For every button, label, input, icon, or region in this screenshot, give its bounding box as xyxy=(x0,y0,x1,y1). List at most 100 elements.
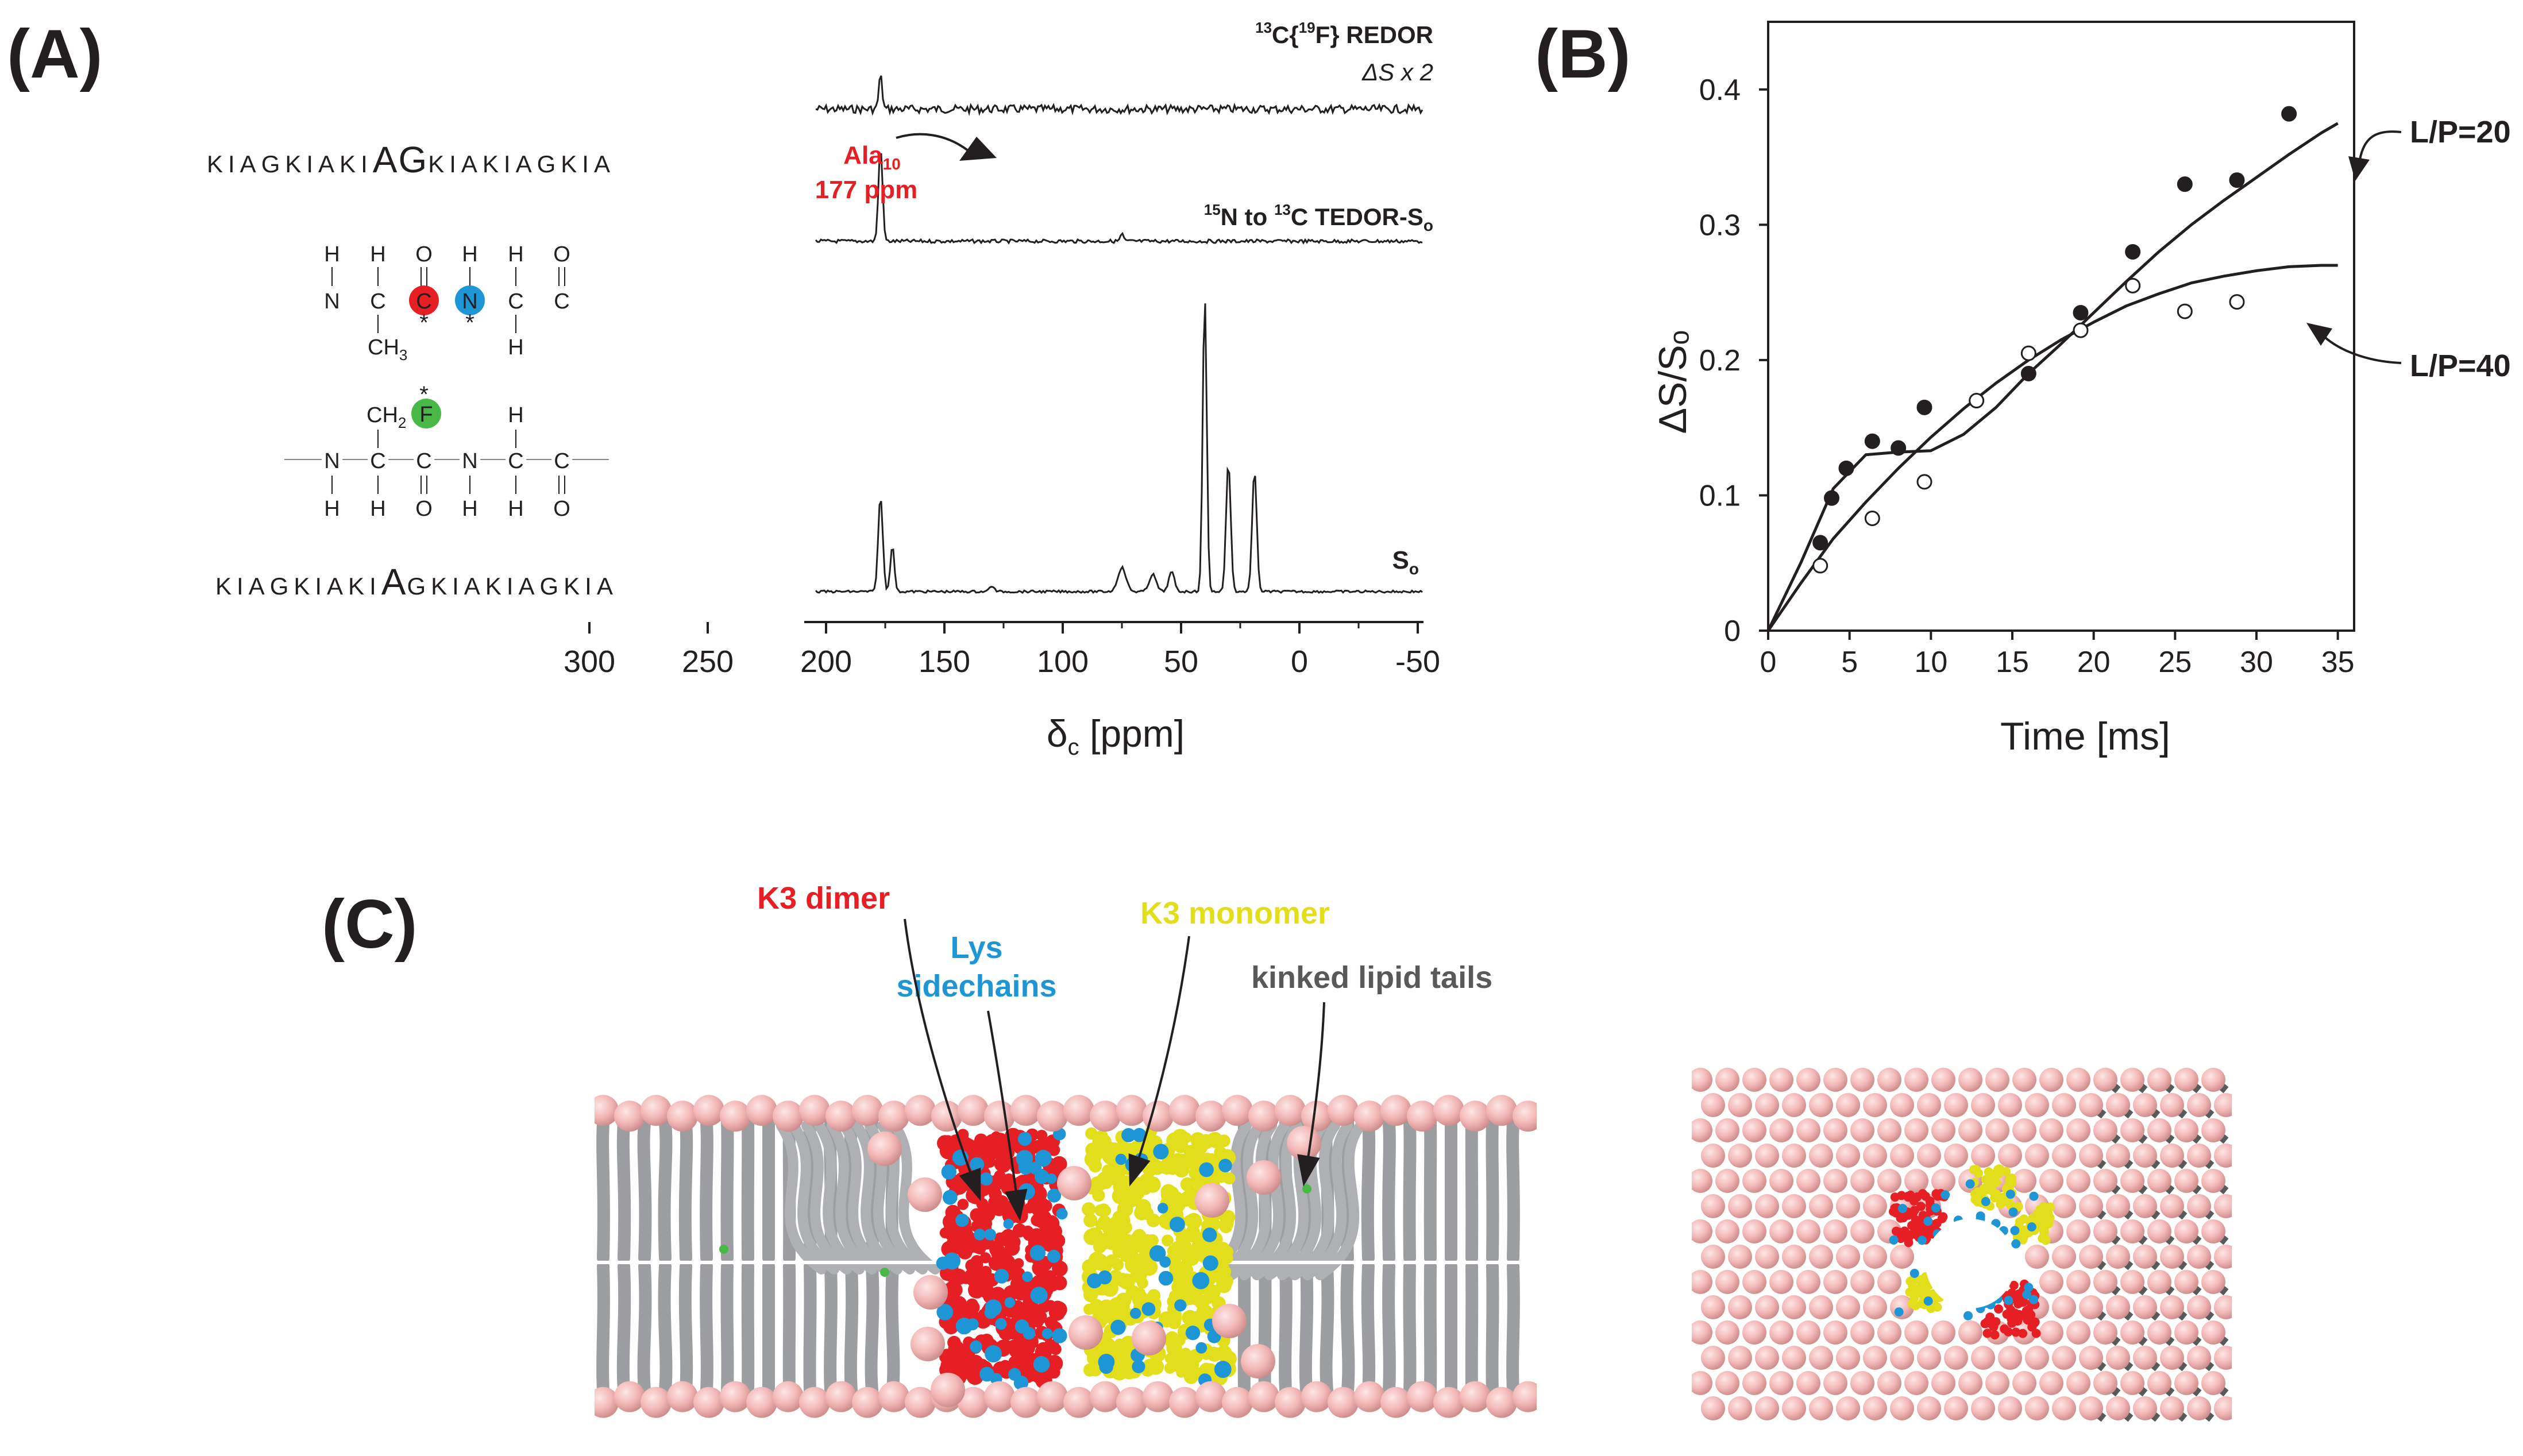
atom-label: H xyxy=(370,497,385,521)
lipid-headgroup xyxy=(2133,1194,2157,1218)
lipid-tail xyxy=(865,1260,879,1396)
k3-monomer-atom xyxy=(2015,1217,2024,1227)
k3-monomer-atom xyxy=(2039,1233,2049,1242)
lipid-headgroup xyxy=(1692,1068,1712,1092)
k3-monomer-atom xyxy=(1112,1188,1128,1204)
lipid-headgroup xyxy=(2106,1346,2130,1370)
lipid-headgroup xyxy=(1931,1068,1955,1092)
chemical-structure: H H O H H ON C C N C C* *CH3 H*CH2 F HN C C N C CH H O H H O xyxy=(284,242,609,521)
data-point-lp40 xyxy=(2020,345,2036,361)
lipid-headgroup xyxy=(2106,1396,2130,1420)
fluorine-label-dot xyxy=(1302,1184,1311,1194)
lipid-headgroup xyxy=(1850,1371,1874,1395)
k3-dimer-atom xyxy=(1994,1304,2004,1314)
lipid-headgroup xyxy=(1944,1144,1968,1168)
lipid-headgroup xyxy=(1769,1169,1793,1193)
k3-dimer-atom xyxy=(1908,1208,1918,1218)
data-point-lp40 xyxy=(2229,294,2245,310)
lys-sidechain-atom xyxy=(2004,1296,2013,1306)
lys-sidechain-atom xyxy=(1047,1249,1060,1263)
k3-dimer-atom xyxy=(994,1249,1012,1266)
kinked-lipid-tail xyxy=(1302,1121,1353,1280)
x-tick-label: 35 xyxy=(2321,646,2355,679)
lipid-headgroup xyxy=(2025,1346,2049,1370)
so-label: So xyxy=(1392,546,1419,578)
k3-monomer-atom xyxy=(1122,1356,1135,1369)
k3-dimer-atom xyxy=(1892,1226,1901,1236)
k3-monomer-atom xyxy=(1992,1189,2001,1199)
lipid-headgroup xyxy=(2079,1194,2103,1218)
lys-sidechain-atom xyxy=(1923,1216,1933,1226)
k3-dimer-atom xyxy=(1982,1328,1992,1338)
legend-lp40: L/P=40 xyxy=(2410,349,2511,383)
k3-dimer-atom xyxy=(1904,1238,1914,1248)
lipid-headgroup xyxy=(1195,1183,1229,1218)
k3-dimer-atom xyxy=(1009,1346,1021,1358)
data-point-lp40 xyxy=(2073,322,2089,338)
lipid-headgroup xyxy=(2133,1093,2157,1117)
atom-label: H xyxy=(508,403,523,427)
k3-dimer-atom xyxy=(2018,1328,2028,1338)
k3-monomer-atom xyxy=(1082,1259,1097,1275)
atom-label: N xyxy=(324,449,340,473)
k3-dimer-atom xyxy=(2031,1328,2041,1338)
lipid-headgroup xyxy=(1863,1346,1887,1370)
lipid-headgroup xyxy=(1728,1144,1752,1168)
lipid-tail xyxy=(824,1260,838,1396)
atom-bg xyxy=(322,449,342,469)
k3-monomer-atom xyxy=(1178,1192,1193,1207)
atom-label: O xyxy=(553,497,570,521)
kinked-lipid-tail xyxy=(801,1121,852,1275)
data-point-lp20 xyxy=(2125,244,2141,260)
x-tick-label: 15 xyxy=(1996,646,2029,679)
lys-sidechain-atom xyxy=(1931,1203,1941,1213)
tedor-trace xyxy=(815,153,1423,245)
lipid-headgroup xyxy=(2039,1118,2063,1142)
k3-dimer-atom xyxy=(1896,1234,1905,1243)
lys-sidechain-atom xyxy=(1003,1219,1014,1229)
data-point-lp20 xyxy=(2073,304,2089,320)
k3-monomer-atom xyxy=(1137,1277,1148,1289)
lipid-tail xyxy=(1361,1260,1376,1396)
lipid-headgroup xyxy=(2133,1346,2157,1370)
lipid-tail xyxy=(637,1117,652,1264)
k3-monomer-atom xyxy=(1182,1363,1199,1381)
methylene-group: CH2 xyxy=(367,403,406,431)
lipid-headgroup xyxy=(2147,1371,2171,1395)
lipid-headgroup xyxy=(1823,1320,1847,1345)
lipid-headgroup xyxy=(773,1100,804,1132)
lipid-headgroup xyxy=(1769,1219,1793,1243)
lipid-headgroup xyxy=(1782,1396,1806,1420)
lipid-headgroup xyxy=(1328,1095,1359,1126)
atom-bg xyxy=(551,449,572,469)
lipid-headgroup xyxy=(2025,1396,2049,1420)
lipid-headgroup xyxy=(1877,1068,1901,1092)
lys-sidechain-atom xyxy=(1132,1127,1147,1142)
k3-dimer-atom xyxy=(2030,1319,2039,1328)
lipid-headgroup xyxy=(1850,1169,1874,1193)
lipid-headgroup xyxy=(1958,1118,1982,1142)
lipid-headgroup xyxy=(1809,1194,1833,1218)
lipid-headgroup xyxy=(1692,1320,1712,1345)
lipid-headgroup xyxy=(2187,1144,2211,1168)
k3-monomer-atom xyxy=(1205,1284,1221,1300)
atom-label: H xyxy=(324,242,340,267)
k3-monomer-atom xyxy=(1169,1260,1186,1277)
lipid-headgroup xyxy=(1931,1371,1955,1395)
lipid-headgroup xyxy=(1944,1346,1968,1370)
lipid-headgroup xyxy=(2012,1068,2036,1092)
lipid-tail xyxy=(1506,1117,1520,1264)
lipid-headgroup xyxy=(2093,1118,2117,1142)
kinked-lipid-tail xyxy=(1239,1121,1290,1280)
lipid-headgroup xyxy=(1742,1169,1766,1193)
legend-lp20: L/P=20 xyxy=(2410,115,2511,149)
lp20-pointer-head xyxy=(2348,156,2370,181)
lipid-headgroup xyxy=(2066,1371,2090,1395)
label-lys-line2: sidechains xyxy=(896,969,1056,1003)
k3-dimer-atom xyxy=(2004,1327,2013,1337)
k3-dimer-atom xyxy=(1920,1191,1930,1201)
data-point-lp40 xyxy=(1812,558,1828,574)
label-lys-line1: Lys xyxy=(950,930,1002,965)
lys-sidechain-atom xyxy=(1034,1169,1050,1184)
atom-bg xyxy=(506,449,526,469)
